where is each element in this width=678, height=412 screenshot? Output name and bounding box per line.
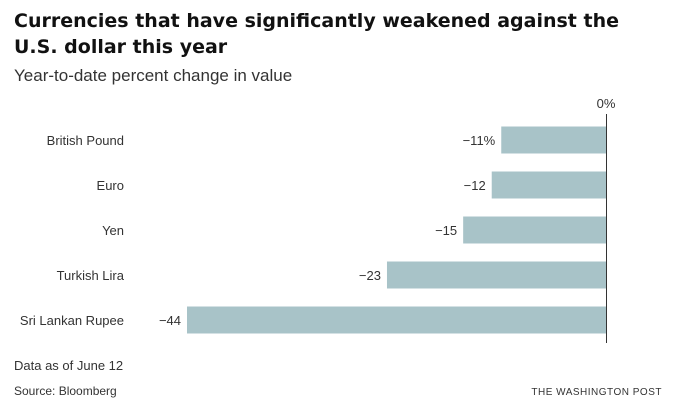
value-label: −11% [463,133,496,148]
bars-group: British Pound −11% Euro −12 Yen −15 Turkish Li… [20,126,606,334]
bar [491,171,606,199]
bar [386,261,606,289]
category-label: Sri Lankan Rupee [20,313,124,328]
zero-axis-label: 0% [597,96,616,111]
value-label: −23 [359,268,381,283]
category-label: British Pound [47,133,124,148]
category-label: Turkish Lira [57,268,125,283]
value-label: −15 [435,223,457,238]
source-note: Source: Bloomberg [14,384,117,398]
category-label: Euro [97,178,124,193]
chart-subtitle: Year-to-date percent change in value [14,66,293,85]
chart-title: Currencies that have significantly weake… [14,10,620,58]
data-date-note: Data as of June 12 [14,358,124,373]
bar [463,216,606,244]
publisher-credit: THE WASHINGTON POST [531,387,662,398]
value-label: −44 [159,313,181,328]
bar-chart: British Pound −11% Euro −12 Yen −15 Turkish Li… [20,96,616,343]
bar [187,306,606,334]
category-label: Yen [102,223,124,238]
value-label: −12 [464,178,486,193]
bar [501,126,606,154]
